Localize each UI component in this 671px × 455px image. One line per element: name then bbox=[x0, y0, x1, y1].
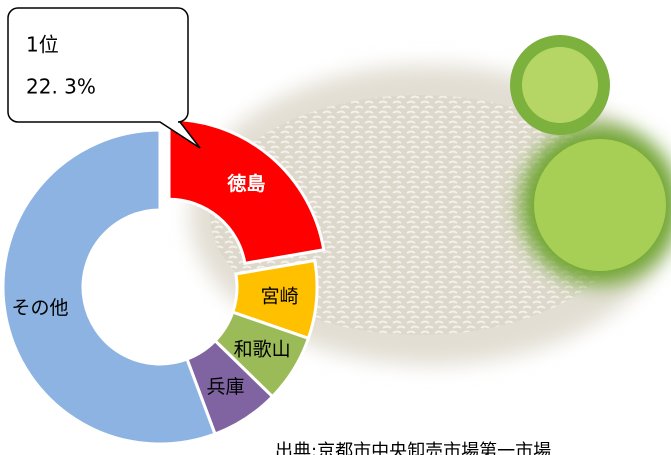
rank-label: 1位 bbox=[26, 33, 59, 57]
slice-label: 兵庫 bbox=[207, 376, 245, 398]
slice-label: 和歌山 bbox=[234, 339, 291, 361]
slice bbox=[1, 128, 217, 446]
source: 出典:京都市中央卸売市場第一市場 bbox=[275, 441, 551, 455]
slice-label: 宮崎 bbox=[261, 285, 299, 307]
slice bbox=[167, 117, 326, 266]
slice-label: 徳島 bbox=[226, 172, 265, 195]
slice-label: その他 bbox=[11, 297, 68, 319]
value-label: 22. 3% bbox=[26, 75, 96, 99]
callout: 1位 22. 3% bbox=[7, 7, 201, 149]
callout-box bbox=[7, 7, 201, 149]
